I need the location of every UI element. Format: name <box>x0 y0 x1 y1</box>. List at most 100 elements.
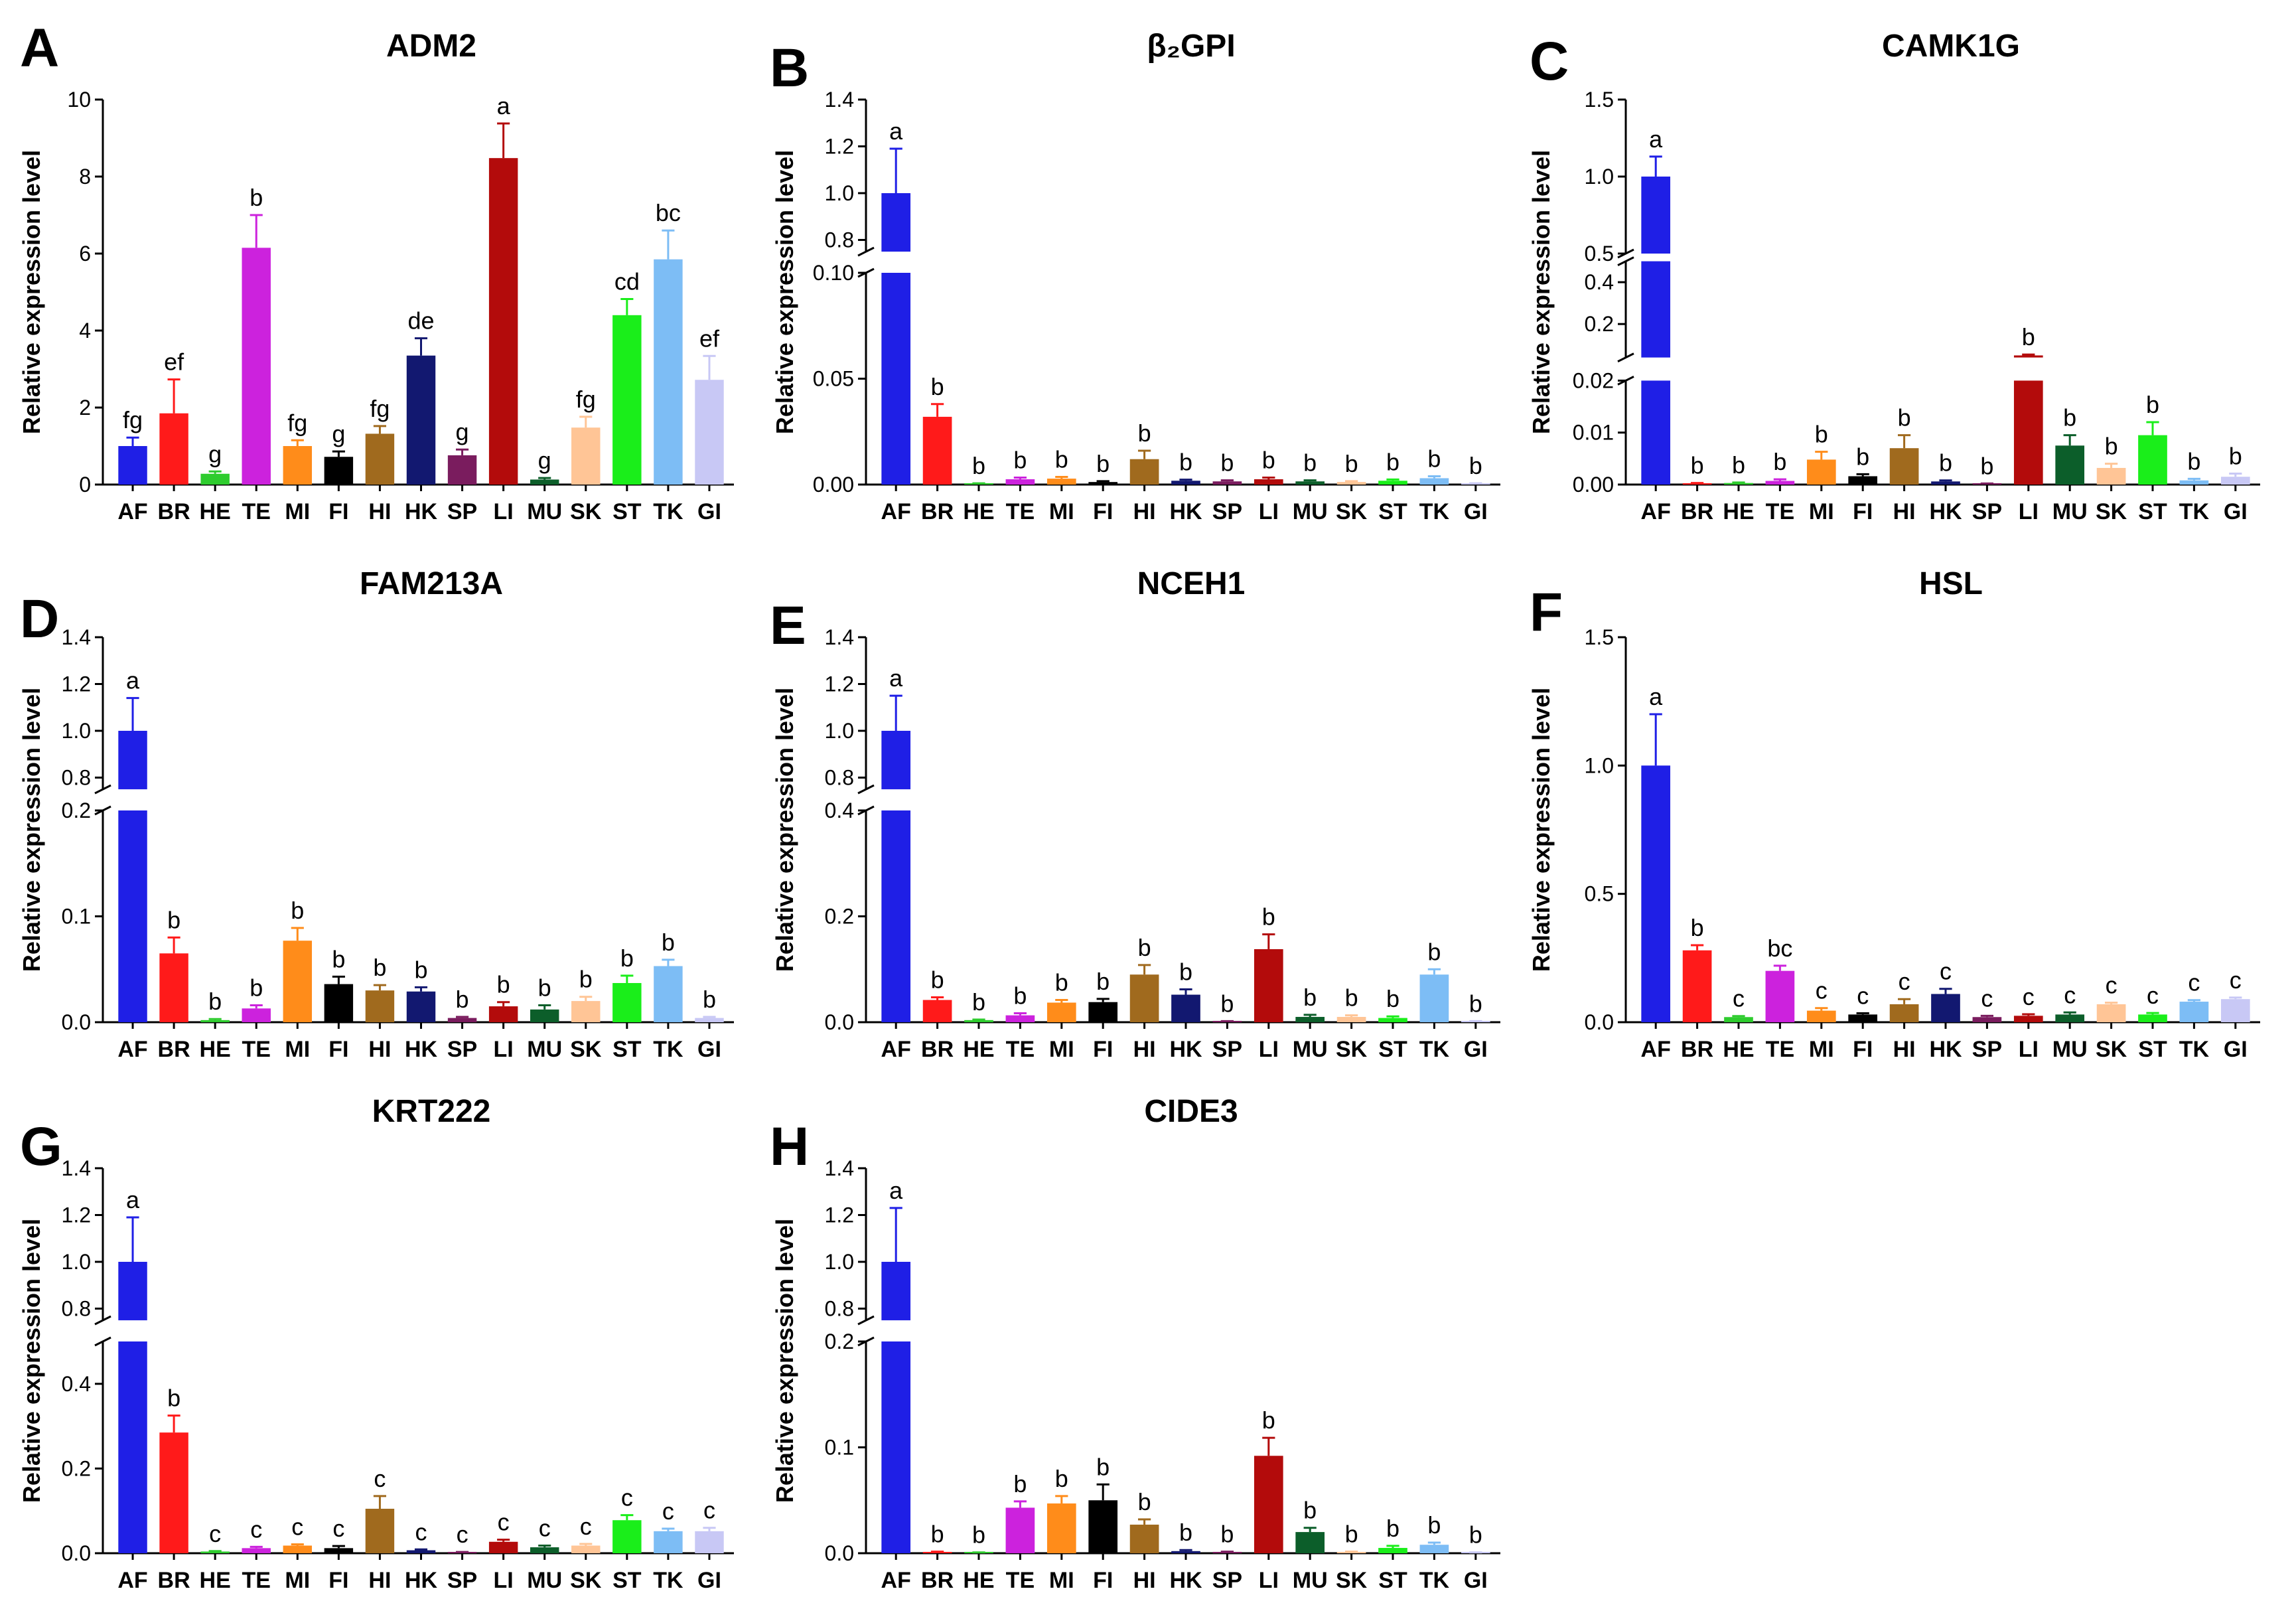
bar-br <box>159 953 188 1022</box>
y-axis-label: Relative expression level <box>1528 688 1555 972</box>
bar-hk <box>406 991 436 1022</box>
x-tick-label-tk: TK <box>653 1568 683 1593</box>
bar-af <box>118 446 147 485</box>
y-tick-label: 0.0 <box>825 1541 854 1565</box>
significance-label: c <box>703 1497 715 1524</box>
bar-st <box>1378 1018 1407 1022</box>
bar-tk <box>654 966 683 1022</box>
chart-title: β₂GPI <box>1147 29 1235 64</box>
significance-label: b <box>1013 982 1027 1009</box>
y-tick-label: 0.4 <box>62 1372 91 1396</box>
bar-af <box>881 1261 911 1321</box>
significance-label: bc <box>656 199 681 226</box>
y-axis-label: Relative expression level <box>1528 150 1555 434</box>
significance-label: b <box>1469 1521 1482 1549</box>
x-tick-label-li: LI <box>1259 1037 1279 1062</box>
significance-label: b <box>931 373 944 400</box>
bar-tk <box>2179 480 2209 485</box>
x-tick-label-af: AF <box>881 499 911 524</box>
bar-hi <box>1889 448 1919 485</box>
bar-he <box>1724 1017 1753 1022</box>
y-tick-label: 1.0 <box>1585 165 1614 189</box>
x-tick-label-br: BR <box>158 1037 190 1062</box>
bar-st <box>612 982 642 1022</box>
significance-label: c <box>2230 966 2242 994</box>
significance-label: b <box>1691 914 1704 941</box>
significance-label: b <box>1262 1407 1275 1434</box>
bar-gi <box>695 1531 724 1553</box>
x-tick-label-hi: HI <box>1133 499 1156 524</box>
significance-label: b <box>1856 443 1869 470</box>
significance-label: fg <box>287 409 307 436</box>
axis-break-mark <box>94 784 111 795</box>
x-tick-label-mu: MU <box>1293 1037 1328 1062</box>
bar-st <box>2138 1014 2167 1022</box>
x-tick-label-sp: SP <box>1972 1037 2002 1062</box>
significance-label: b <box>2146 391 2159 418</box>
bar-fi <box>1848 476 1878 485</box>
significance-label: b <box>1096 968 1110 995</box>
bar-af <box>1641 261 1671 358</box>
significance-label: a <box>1649 125 1663 153</box>
panel-letter: B <box>770 38 809 98</box>
bar-mi <box>1806 1010 1836 1022</box>
significance-label: b <box>1386 1515 1399 1542</box>
bar-li <box>488 1006 518 1022</box>
significance-label: c <box>498 1509 510 1536</box>
x-tick-label-st: ST <box>1378 1568 1407 1593</box>
x-tick-label-hk: HK <box>1169 1037 1202 1062</box>
significance-label: a <box>126 1186 140 1213</box>
significance-label: b <box>1013 1470 1027 1497</box>
x-tick-label-mu: MU <box>1293 499 1328 524</box>
y-tick-label: 0.4 <box>1585 270 1614 294</box>
x-tick-label-te: TE <box>242 1568 271 1593</box>
y-tick-label: 0.2 <box>62 799 91 822</box>
significance-label: b <box>332 945 345 972</box>
axis-break-mark <box>1617 256 1634 266</box>
significance-label: b <box>1303 1497 1317 1524</box>
bar-br <box>159 413 188 485</box>
significance-label: a <box>497 92 511 119</box>
significance-label: b <box>2229 443 2242 470</box>
bar-hi <box>1889 1004 1919 1022</box>
significance-label: c <box>1816 977 1828 1004</box>
bar-he <box>200 473 230 485</box>
significance-label: b <box>1055 1465 1068 1492</box>
bar-gi <box>2220 999 2250 1022</box>
bar-sp <box>1972 1017 2002 1022</box>
bar-af <box>881 273 911 485</box>
bar-li <box>2013 1016 2043 1022</box>
bar-te <box>1005 479 1035 485</box>
chart-title: HSL <box>1919 566 1983 601</box>
x-tick-label-tk: TK <box>653 499 683 524</box>
chart-title: ADM2 <box>386 29 476 64</box>
x-tick-label-te: TE <box>1006 1037 1035 1062</box>
y-tick-label: 0.4 <box>825 799 854 822</box>
significance-label: c <box>2188 969 2200 996</box>
axis-break-mark <box>857 1315 875 1326</box>
bar-li <box>2013 355 2043 358</box>
significance-label: b <box>250 184 263 211</box>
panel-f: F HSL Relative expression level 0.0 0.5 1.0 1.… <box>1528 566 2260 1062</box>
x-tick-label-af: AF <box>1641 1037 1671 1062</box>
x-tick-label-mu: MU <box>527 1568 562 1593</box>
y-tick-label: 0.0 <box>1585 1010 1614 1034</box>
significance-label: de <box>407 307 434 335</box>
y-tick-label: 0.5 <box>1585 242 1614 266</box>
x-tick-label-li: LI <box>2019 1037 2039 1062</box>
x-tick-label-fi: FI <box>1093 499 1113 524</box>
significance-label: b <box>1179 958 1192 986</box>
x-tick-label-tk: TK <box>1419 1037 1450 1062</box>
bar-sk <box>2096 1004 2126 1022</box>
x-tick-label-mu: MU <box>2052 1037 2088 1062</box>
y-tick-label: 1.2 <box>825 672 854 696</box>
bar-mu <box>2055 445 2085 485</box>
x-tick-label-sp: SP <box>1972 499 2002 524</box>
x-tick-label-te: TE <box>1766 1037 1794 1062</box>
chart-title: FAM213A <box>360 566 503 601</box>
bar-sp <box>447 1018 477 1022</box>
significance-label: a <box>1649 683 1663 710</box>
significance-label: b <box>579 966 593 993</box>
axis-break-mark <box>1617 352 1634 362</box>
